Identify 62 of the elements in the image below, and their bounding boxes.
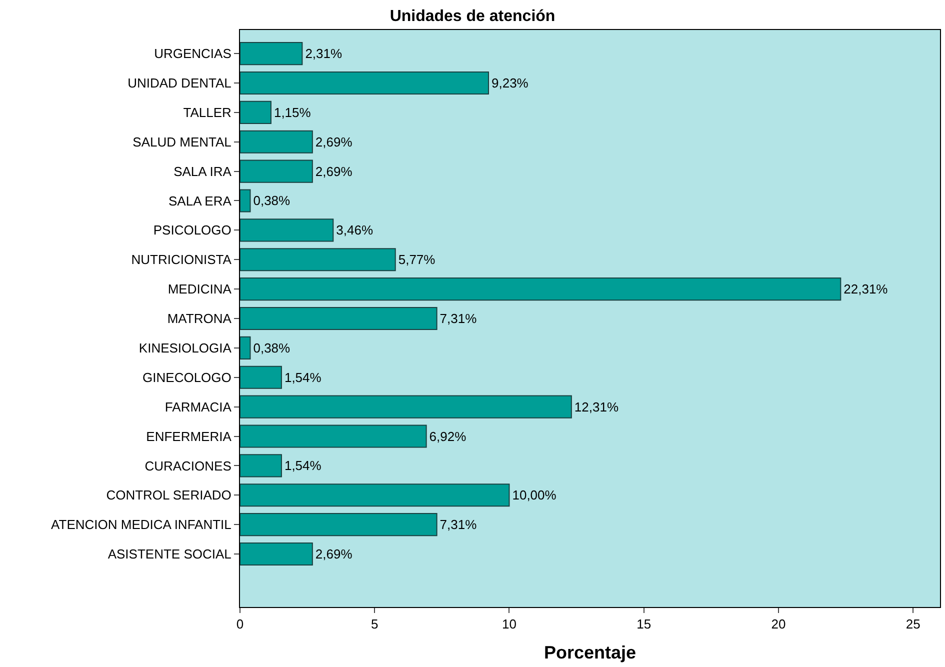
data-label: 1,54% — [284, 370, 322, 385]
y-tick-label: SALA ERA — [168, 193, 232, 208]
data-label: 12,31% — [574, 399, 619, 414]
data-label: 10,00% — [512, 488, 557, 503]
bar — [240, 218, 334, 242]
data-label: 5,77% — [398, 252, 436, 268]
y-tick-label: CONTROL SERIADO — [106, 488, 232, 503]
bar — [240, 513, 438, 536]
y-tick-label: ATENCION MEDICA INFANTIL — [51, 517, 232, 532]
bar — [240, 130, 313, 154]
bar — [240, 366, 282, 389]
data-label: 2,69% — [315, 546, 353, 562]
x-tick-label: 10 — [502, 616, 516, 632]
bar — [240, 336, 251, 360]
y-tick-label: KINESIOLOGIA — [138, 340, 232, 356]
y-tick-label: GINECOLOGO — [142, 370, 232, 385]
data-label: 1,54% — [284, 458, 322, 474]
y-tick-label: FARMACIA — [164, 399, 232, 414]
bar — [240, 42, 303, 66]
y-tick-label: MATRONA — [167, 311, 232, 326]
x-tick-label: 0 — [236, 616, 244, 632]
bar — [240, 542, 313, 566]
y-tick-label: URGENCIAS — [154, 46, 232, 62]
y-tick-label: TALLER — [183, 104, 232, 120]
bar — [240, 100, 272, 124]
bar — [240, 454, 282, 478]
data-label: 22,31% — [844, 282, 888, 297]
y-tick-label: MEDICINA — [168, 282, 232, 297]
y-tick-label: PSICOLOGO — [153, 222, 232, 238]
x-tick-label: 5 — [371, 616, 378, 632]
x-tick-label: 15 — [636, 616, 652, 632]
bar — [240, 395, 572, 418]
data-label: 7,31% — [440, 311, 478, 326]
bar — [240, 484, 510, 507]
data-label: 2,69% — [315, 134, 353, 150]
bar — [240, 424, 427, 448]
data-label: 1,15% — [274, 104, 312, 120]
bar — [240, 189, 251, 212]
data-label: 0,38% — [253, 340, 291, 356]
data-label: 2,31% — [305, 46, 342, 62]
data-label: 0,38% — [253, 193, 291, 208]
x-tick-label: 20 — [771, 616, 786, 632]
y-tick-label: SALUD MENTAL — [132, 134, 232, 150]
y-tick-label: UNIDAD DENTAL — [128, 76, 232, 91]
x-axis-title: Porcentaje — [544, 642, 636, 663]
data-label: 6,92% — [429, 428, 467, 444]
chart-title: Unidades de atención — [390, 8, 556, 26]
y-tick-label: ASISTENTE SOCIAL — [108, 546, 232, 562]
data-label: 2,69% — [315, 164, 353, 179]
y-tick-label: ENFERMERIA — [146, 428, 232, 444]
y-tick-label: NUTRICIONISTA — [131, 252, 232, 268]
bar — [240, 160, 313, 183]
x-tick-label: 25 — [906, 616, 920, 632]
y-tick-label: SALA IRA — [174, 164, 232, 179]
y-tick-label: CURACIONES — [144, 458, 232, 474]
bar — [240, 306, 438, 330]
bar — [240, 248, 396, 272]
bar — [240, 278, 842, 301]
data-label: 3,46% — [336, 222, 374, 238]
bar — [240, 71, 489, 95]
data-label: 7,31% — [440, 517, 478, 532]
data-label: 9,23% — [492, 75, 529, 90]
